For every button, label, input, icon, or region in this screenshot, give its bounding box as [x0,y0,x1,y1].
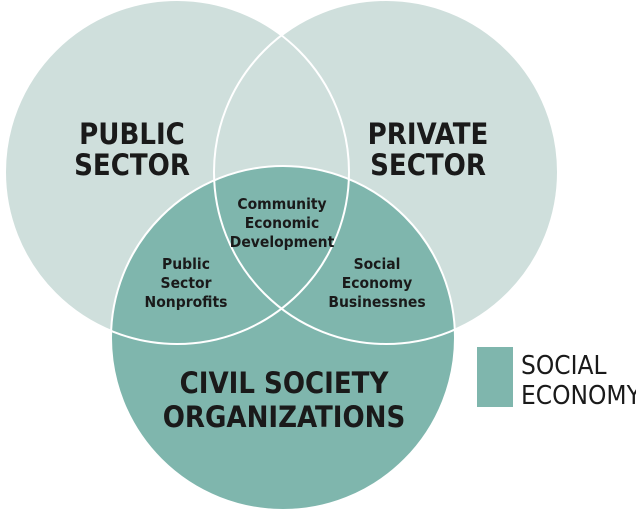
civil-society-circle [111,166,455,510]
legend-swatch [477,347,513,407]
public-sector-outline [4,0,350,345]
public-civil-overlap-line3: Nonprofits [145,293,228,311]
public-sector-label-line2: SECTOR [74,148,190,182]
center-overlap-line3: Development [230,233,335,251]
private-civil-overlap-line1: Social [354,255,401,273]
public-civil-overlap-line1: Public [162,255,210,273]
center-overlap-line2: Economic [245,214,319,232]
private-civil-overlap-line2: Economy [342,274,413,292]
civil-society-label-line1: CIVIL SOCIETY [180,366,390,400]
public-civil-overlap-line2: Sector [161,274,212,292]
legend-label-line2: ECONOMY [521,381,636,411]
legend-label-line1: SOCIAL [521,351,607,381]
private-sector-label-line1: PRIVATE [368,117,489,151]
private-sector-label-line2: SECTOR [370,148,486,182]
center-overlap-line1: Community [237,195,326,213]
private-civil-overlap-line3: Businessnes [328,293,425,311]
civil-society-label-line2: ORGANIZATIONS [163,400,406,434]
private-sector-outline [213,0,559,345]
public-sector-label-line1: PUBLIC [79,117,185,151]
civil-society-outline [110,165,456,510]
